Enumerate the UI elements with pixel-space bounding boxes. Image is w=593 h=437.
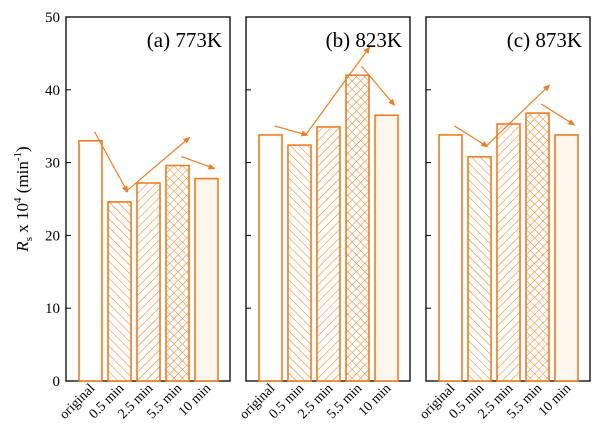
- y-tick-label: 30: [45, 156, 60, 172]
- bar-original: [78, 139, 103, 382]
- trend-arrow: [361, 65, 396, 107]
- bar-original: [258, 134, 283, 382]
- trend-arrow: [274, 125, 309, 137]
- bar-0-5-min: [287, 144, 312, 382]
- y-tick-label: 10: [45, 301, 60, 317]
- bar-2-5-min: [316, 126, 341, 382]
- bar-original: [438, 134, 463, 382]
- bar-10-min: [374, 114, 399, 382]
- y-tick-label: 0: [53, 374, 61, 390]
- y-tick-label: 50: [45, 10, 60, 26]
- trend-arrow: [93, 131, 129, 193]
- bar-bg: [555, 134, 578, 381]
- trend-arrow: [181, 155, 216, 170]
- bar-bg: [439, 134, 462, 381]
- bar-0-5-min: [107, 201, 132, 382]
- y-tick-label: 40: [45, 83, 60, 99]
- bar-2-5-min: [136, 182, 161, 382]
- bar-bg: [195, 178, 218, 381]
- bar-5-5-min: [345, 74, 370, 382]
- bar-5-5-min: [165, 164, 190, 382]
- bar-2-5-min: [496, 123, 521, 382]
- x-tick-label: 10 min: [356, 381, 394, 419]
- bar-5-5-min: [525, 112, 550, 382]
- bar-bg: [259, 134, 282, 381]
- panel-title: (a) 773K: [147, 28, 222, 52]
- trend-arrow: [454, 125, 489, 148]
- bar-bg: [375, 115, 398, 381]
- y-axis-label: Rs x 104 (min-1): [12, 146, 35, 252]
- bar-0-5-min: [467, 155, 492, 382]
- trend-arrow: [541, 103, 576, 126]
- x-tick-label: 10 min: [176, 381, 214, 419]
- bar-10-min: [194, 177, 219, 382]
- bar-10-min: [554, 134, 579, 382]
- trend-arrow: [125, 136, 191, 193]
- x-tick-label: 10 min: [536, 381, 574, 419]
- y-tick-label: 20: [45, 228, 60, 244]
- panel-title: (c) 873K: [507, 28, 582, 52]
- trend-arrow: [305, 46, 371, 136]
- panel-title: (b) 823K: [326, 28, 402, 52]
- bar-bg: [79, 140, 102, 381]
- trend-arrow: [485, 84, 551, 148]
